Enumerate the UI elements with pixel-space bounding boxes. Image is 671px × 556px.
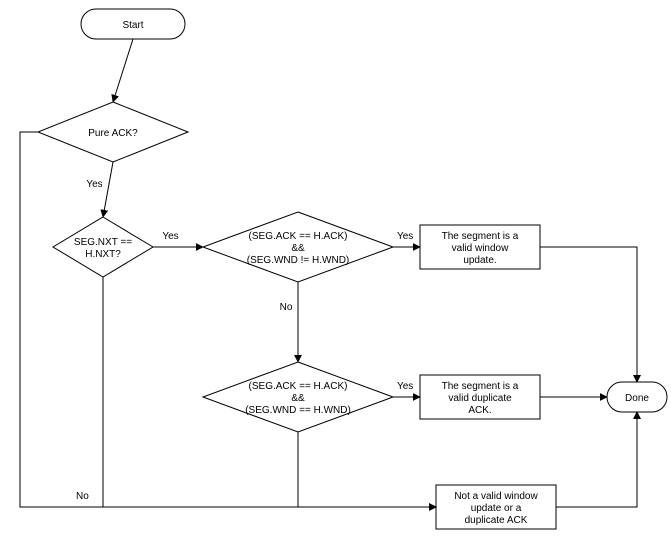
svg-text:duplicate ACK: duplicate ACK bbox=[465, 515, 528, 526]
svg-text:Done: Done bbox=[625, 393, 649, 404]
node-done: Done bbox=[607, 382, 667, 412]
svg-text:update.: update. bbox=[463, 255, 496, 266]
svg-text:(SEG.ACK == H.ACK): (SEG.ACK == H.ACK) bbox=[249, 231, 348, 242]
svg-text:valid window: valid window bbox=[452, 243, 509, 254]
svg-text:(SEG.WND != H.WND): (SEG.WND != H.WND) bbox=[247, 255, 350, 266]
node-cond2: (SEG.ACK == H.ACK)&&(SEG.WND == H.WND) bbox=[203, 362, 393, 432]
svg-text:Not a valid window: Not a valid window bbox=[454, 491, 538, 502]
node-res_dupack: The segment is avalid duplicateACK. bbox=[420, 375, 540, 419]
node-cond1: (SEG.ACK == H.ACK)&&(SEG.WND != H.WND) bbox=[203, 212, 393, 282]
svg-text:SEG.NXT ==: SEG.NXT == bbox=[74, 237, 132, 248]
svg-text:Yes: Yes bbox=[397, 231, 413, 242]
svg-text:Yes: Yes bbox=[86, 179, 102, 190]
svg-text:(SEG.ACK == H.ACK): (SEG.ACK == H.ACK) bbox=[249, 381, 348, 392]
svg-text:No: No bbox=[280, 302, 293, 313]
node-seg_nxt: SEG.NXT ==H.NXT? bbox=[53, 217, 153, 277]
svg-text:&&: && bbox=[291, 393, 305, 404]
svg-text:Pure ACK?: Pure ACK? bbox=[88, 128, 138, 139]
node-res_update: The segment is avalid windowupdate. bbox=[420, 225, 540, 269]
svg-text:valid duplicate: valid duplicate bbox=[448, 393, 512, 404]
node-res_notvalid: Not a valid windowupdate or aduplicate A… bbox=[436, 485, 556, 529]
svg-text:(SEG.WND == H.WND): (SEG.WND == H.WND) bbox=[245, 405, 351, 416]
svg-text:Start: Start bbox=[122, 20, 143, 31]
svg-text:update or a: update or a bbox=[471, 503, 522, 514]
flowchart: Start Pure ACK? SEG.NXT ==H.NXT? (SEG.ACK =… bbox=[0, 0, 671, 551]
svg-text:The segment is a: The segment is a bbox=[442, 381, 519, 392]
svg-text:ACK.: ACK. bbox=[468, 405, 491, 416]
svg-text:&&: && bbox=[291, 243, 305, 254]
svg-text:Yes: Yes bbox=[397, 381, 413, 392]
svg-text:The segment is a: The segment is a bbox=[442, 231, 519, 242]
node-pure_ack: Pure ACK? bbox=[38, 102, 188, 162]
node-start: Start bbox=[81, 9, 185, 39]
svg-text:H.NXT?: H.NXT? bbox=[85, 249, 121, 260]
svg-text:No: No bbox=[76, 491, 89, 502]
svg-text:Yes: Yes bbox=[162, 231, 178, 242]
